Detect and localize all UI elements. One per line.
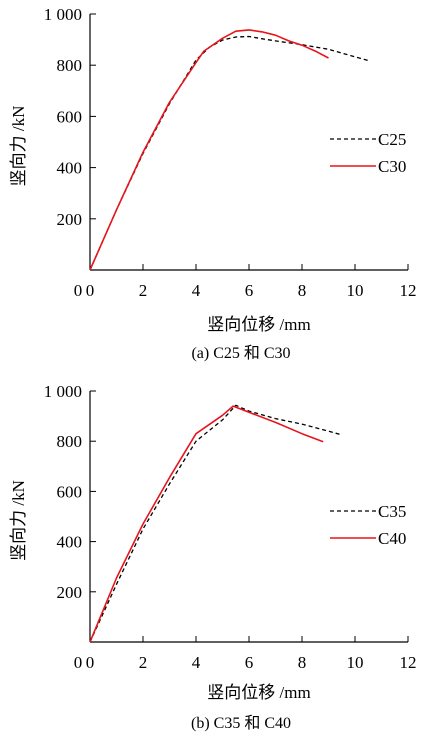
y-tick-label: 800 — [57, 432, 83, 451]
x-tick-label: 6 — [245, 653, 254, 672]
x-tick-label: 12 — [400, 281, 417, 300]
series-line-c35 — [89, 404, 342, 643]
y-tick-label: 1 000 — [44, 5, 82, 24]
x-tick-label: 4 — [192, 653, 201, 672]
y-tick-label: 200 — [57, 583, 83, 602]
origin-label: 0 — [74, 281, 83, 300]
x-tick-label: 8 — [298, 281, 307, 300]
legend-label-c30: C30 — [378, 157, 406, 176]
y-axis-title: 竖向力 /kN — [9, 480, 28, 561]
chart-caption: (a) C25 和 C30 — [191, 344, 290, 362]
y-tick-label: 800 — [57, 56, 83, 75]
y-tick-label: 200 — [57, 210, 83, 229]
x-tick-label: 4 — [192, 281, 201, 300]
chart-caption: (b) C35 和 C40 — [191, 714, 291, 732]
x-tick-label: 0 — [86, 653, 95, 672]
x-tick-label: 8 — [298, 653, 307, 672]
y-tick-label: 600 — [57, 107, 83, 126]
chart-b: 0 2 4 6 8 10 12 200 400 600 800 1 000 0 竖向位移 /mm 竖向力 /… — [9, 382, 417, 732]
x-tick-label: 2 — [139, 281, 148, 300]
series-line-c40 — [89, 405, 324, 643]
x-axis-title: 竖向位移 /mm — [207, 683, 310, 702]
x-tick-label: 10 — [347, 281, 364, 300]
y-tick-label: 400 — [57, 533, 83, 552]
y-tick-label: 400 — [57, 159, 83, 178]
origin-label: 0 — [74, 653, 83, 672]
x-tick-label: 12 — [400, 653, 417, 672]
legend-label-c25: C25 — [378, 130, 406, 149]
series-line-c25 — [89, 35, 369, 271]
legend-label-c40: C40 — [378, 529, 406, 548]
x-tick-label: 0 — [86, 281, 95, 300]
x-tick-label: 10 — [347, 653, 364, 672]
x-axis-title: 竖向位移 /mm — [207, 315, 310, 334]
y-axis-title: 竖向力 /kN — [9, 106, 28, 187]
x-tick-label: 6 — [245, 281, 254, 300]
series-line-c30 — [89, 29, 329, 271]
legend-label-c35: C35 — [378, 502, 406, 521]
x-tick-label: 2 — [139, 653, 148, 672]
y-tick-label: 1 000 — [44, 382, 82, 401]
chart-a: 0 2 4 6 8 10 12 200 400 600 800 1 000 0 竖向位移 /mm 竖向力 /… — [9, 5, 417, 362]
y-tick-label: 600 — [57, 482, 83, 501]
